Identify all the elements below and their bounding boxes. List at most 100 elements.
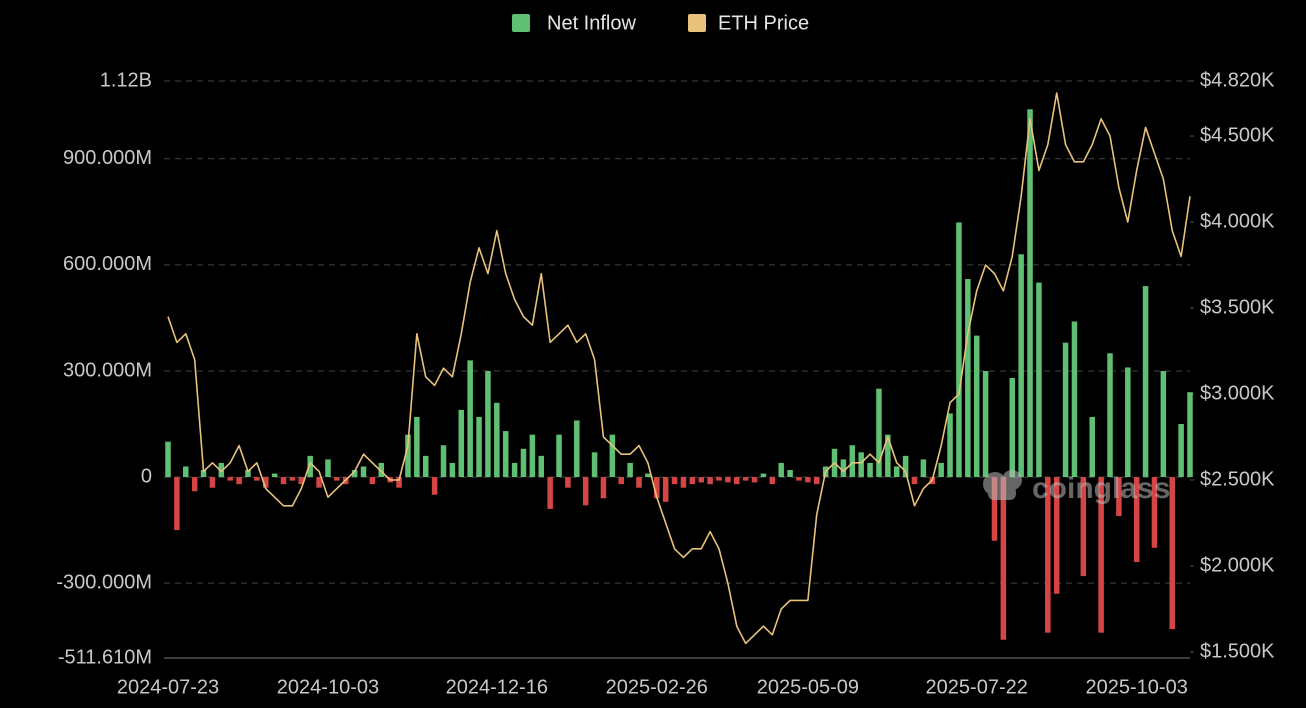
bar (982, 370, 989, 478)
bar (289, 477, 296, 481)
bar (1045, 477, 1051, 633)
bar (920, 459, 927, 478)
bar (582, 477, 589, 506)
bar (227, 477, 233, 481)
y2-tick-label: $3.500K (1200, 296, 1275, 318)
bar (1098, 477, 1104, 633)
bar (707, 477, 713, 485)
y2-tick-label: $3.000K (1200, 382, 1275, 404)
bar (263, 477, 269, 488)
bar (414, 416, 420, 478)
bar (458, 409, 465, 478)
bar (378, 462, 385, 478)
bar (218, 462, 225, 478)
bar (805, 477, 811, 483)
bar (1133, 477, 1140, 562)
bar (627, 462, 633, 478)
bar (876, 388, 882, 478)
bar (467, 360, 473, 478)
bar (271, 473, 278, 478)
x-tick-label: 2025-07-22 (926, 676, 1028, 698)
bar (556, 434, 562, 478)
legend-label: Net Inflow (547, 12, 636, 34)
bar (547, 477, 553, 509)
bars (165, 109, 1193, 640)
bar (280, 477, 287, 485)
bar (396, 477, 402, 488)
y-tick-label: -300.000M (56, 571, 152, 593)
x-tick-label: 2024-12-16 (446, 676, 548, 698)
bar (485, 370, 491, 478)
bar (316, 477, 322, 488)
axis-labels: -511.610M -300.000M 0 300.000M 600.000M 900.0… (56, 69, 1275, 698)
bar (422, 455, 429, 478)
lines (167, 92, 1191, 645)
bar (1169, 477, 1175, 630)
bar (911, 477, 918, 485)
legend-label: ETH Price (718, 12, 809, 34)
bar (902, 455, 909, 478)
bar (609, 434, 616, 478)
bar (591, 452, 598, 478)
bar (191, 477, 198, 492)
x-tick-label: 2024-07-23 (117, 676, 219, 698)
bar (600, 477, 607, 499)
x-tick-label: 2025-05-09 (757, 676, 859, 698)
bar (1036, 282, 1042, 478)
bar (849, 445, 856, 478)
bar (938, 462, 944, 478)
bar (1187, 392, 1193, 478)
y-tick-label: 600.000M (63, 253, 152, 275)
bar (1009, 378, 1016, 478)
y2-tick-label: $4.000K (1200, 210, 1275, 232)
bar (440, 445, 447, 478)
bar (165, 441, 171, 478)
x-tick-label: 2024-10-03 (277, 676, 379, 698)
bar (760, 473, 767, 478)
bar (1053, 477, 1060, 594)
bar (973, 335, 980, 478)
bar (174, 477, 180, 531)
bar (360, 466, 367, 478)
bar (1125, 367, 1131, 478)
bar (947, 413, 953, 478)
bar (1107, 353, 1113, 478)
bar (840, 459, 847, 478)
watermark-logo (1002, 470, 1022, 490)
bar (511, 462, 518, 478)
y-tick-label: 0 (141, 465, 152, 487)
bar (431, 477, 438, 495)
bar (893, 466, 900, 478)
bar (574, 420, 580, 478)
bar (698, 477, 704, 483)
bar (405, 434, 411, 478)
y2-tick-label: $1.500K (1200, 640, 1275, 662)
bar (1080, 477, 1087, 577)
bar (183, 466, 189, 478)
bar (965, 279, 971, 478)
y-tick-label: 1.12B (100, 69, 152, 91)
y-tick-label: -511.610M (58, 646, 152, 668)
bar (662, 477, 669, 502)
y2-tick-label: $2.500K (1200, 468, 1275, 490)
y-tick-label: 900.000M (63, 147, 152, 169)
bar (742, 477, 749, 481)
bar (325, 459, 331, 478)
y2-tick-label: $4.500K (1200, 124, 1275, 146)
bar (351, 470, 358, 478)
bar (618, 477, 624, 485)
watermark-logo (988, 486, 1016, 500)
x-tick-label: 2025-10-03 (1086, 676, 1188, 698)
bar (778, 462, 784, 478)
bar (796, 477, 802, 481)
bar (494, 402, 500, 478)
bar (858, 452, 864, 478)
bar (1160, 370, 1167, 478)
bar (689, 477, 696, 485)
bar (1000, 477, 1007, 640)
bar (725, 477, 731, 483)
bar (645, 473, 651, 478)
bar (1178, 424, 1184, 478)
